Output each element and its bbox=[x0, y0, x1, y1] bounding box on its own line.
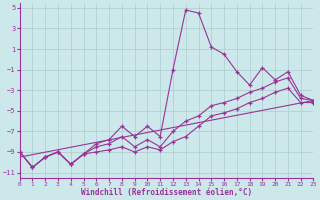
X-axis label: Windchill (Refroidissement éolien,°C): Windchill (Refroidissement éolien,°C) bbox=[81, 188, 252, 197]
